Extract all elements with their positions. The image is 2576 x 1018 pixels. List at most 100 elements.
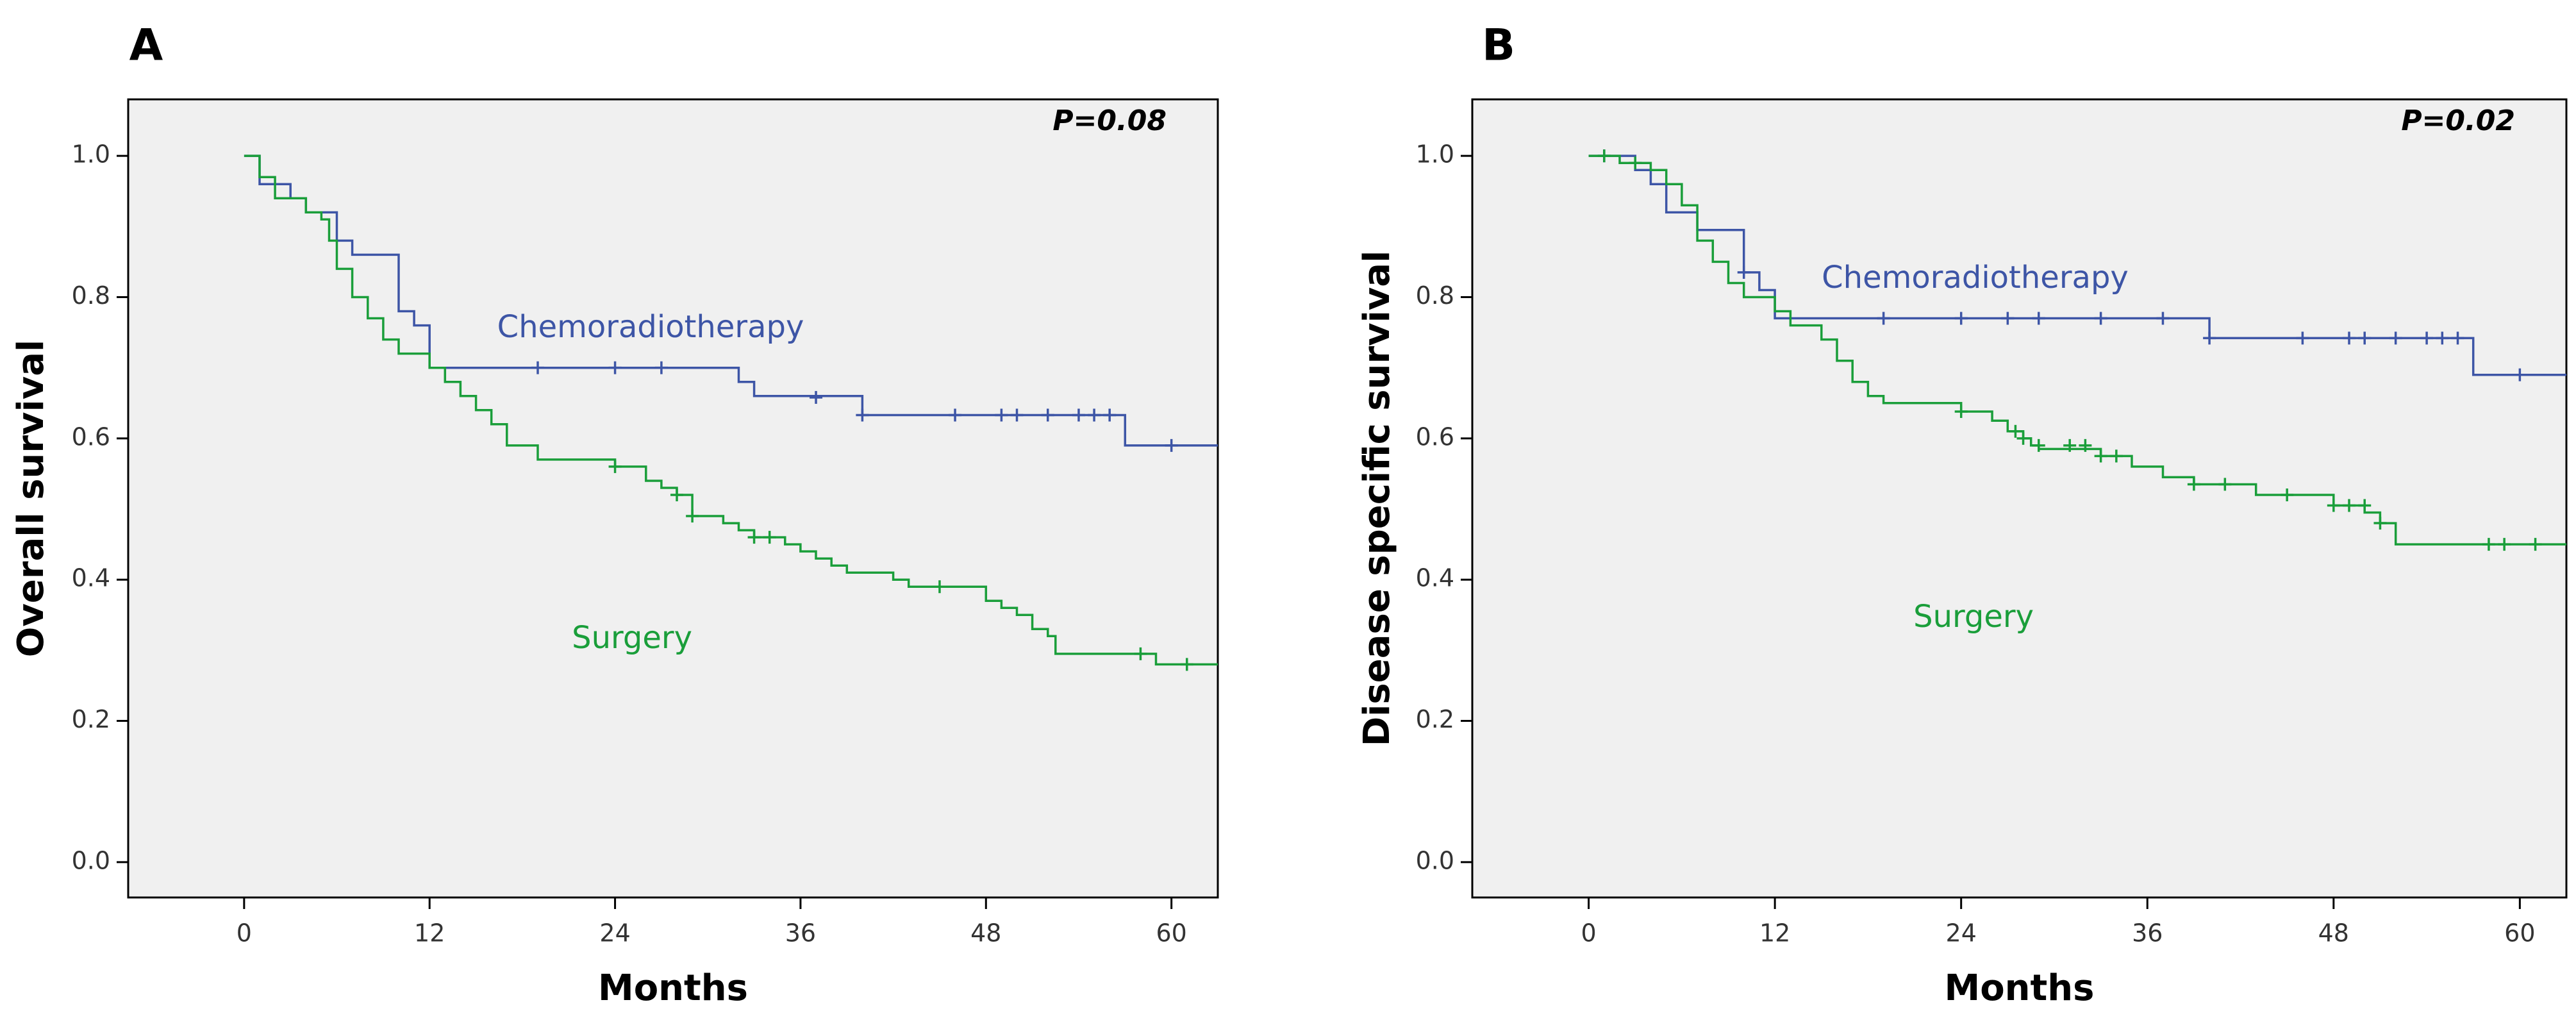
panel-a-surgery-censor-mark <box>763 531 776 544</box>
panel-a-xtick-label: 12 <box>414 919 445 947</box>
panel-a-chemoradiotherapy-censor-mark <box>1041 408 1054 422</box>
panel-a-chemoradiotherapy-censor-mark <box>810 390 823 404</box>
panel-a-ytick-label: 1.0 <box>72 140 110 169</box>
panel-a: A 0.0 0.2 0.4 0.6 0.8 1.0 0 12 24 36 48 60 Months Over… <box>10 21 1219 1009</box>
panel-b-chemoradiotherapy-censor-mark <box>2001 312 2015 325</box>
panel-b-chemoradiotherapy-censor-mark <box>2358 331 2372 345</box>
panel-a-chemoradiotherapy-censor-mark <box>949 408 962 422</box>
panel-b-ytick-label: 0.6 <box>1416 422 1454 451</box>
panel-b-surgery-censor-mark <box>2482 538 2495 551</box>
panel-a-surgery-censor-mark <box>608 460 622 473</box>
panel-a-chemoradiotherapy-censor-mark <box>608 361 622 374</box>
panel-b-chemoradiotherapy-censor-mark <box>2156 312 2170 325</box>
panel-b-surgery-censor-mark <box>1629 156 1642 170</box>
panel-b-chemoradiotherapy-censor-mark <box>2513 368 2527 381</box>
panel-a-ytick-label: 0.4 <box>72 564 110 592</box>
panel-a-surgery-censor-mark <box>1180 658 1193 671</box>
panel-a-chemoradiotherapy-censor-mark <box>1072 408 1085 422</box>
panel-b-plot-area <box>1471 98 2568 899</box>
panel-a-surgery-censor-mark <box>933 580 946 594</box>
panel-b-ytick-label: 1.0 <box>1416 140 1454 169</box>
panel-b-chemoradiotherapy-censor-mark <box>2343 331 2356 345</box>
panel-b-surgery-censor-mark <box>1954 405 1968 418</box>
panel-a-xlabel: Months <box>598 967 748 1009</box>
panel-b-surgery-curve <box>1588 154 2566 546</box>
panel-b-ytick-label: 0.0 <box>1416 846 1454 874</box>
panel-b-surgery-censor-mark <box>2079 438 2092 452</box>
panel-a-chemoradiotherapy-censor-mark <box>531 361 545 374</box>
panel-b-surgery-censor-mark <box>2016 431 2030 445</box>
panel-b-surgery-censor-mark <box>2187 478 2200 491</box>
panel-a-surgery-censor-mark <box>747 531 761 544</box>
panel-a-xtick-label: 36 <box>785 919 816 947</box>
panel-b-surgery-censor-mark <box>2327 499 2340 512</box>
panel-b-surgery-censor-mark <box>2218 478 2232 491</box>
panel-b-xtick-label: 48 <box>2318 919 2349 947</box>
panel-a-surgery-censor-mark <box>1134 647 1147 660</box>
panel-b-surgery-censor-mark <box>2109 449 2123 463</box>
panel-b-surgery-censor-mark <box>2529 538 2542 551</box>
panel-a-plot-area <box>127 98 1219 899</box>
panel-b-surgery-censor-mark <box>2032 438 2045 452</box>
panel-b-ytick-label: 0.2 <box>1416 705 1454 733</box>
panel-a-chemoradiotherapy-censor-mark <box>856 408 869 422</box>
panel-a-ytick-label: 0.8 <box>72 281 110 310</box>
panel-b-xtick-label: 0 <box>1581 919 1597 947</box>
panel-b-label-surgery: Surgery <box>1913 599 2034 635</box>
panel-a-label-surgery: Surgery <box>572 620 692 656</box>
panel-b-label-chemoradiotherapy: Chemoradiotherapy <box>1822 260 2129 296</box>
panel-b-chemoradiotherapy-censor-mark <box>2420 331 2434 345</box>
panel-b-chemoradiotherapy-censor-mark <box>2094 312 2107 325</box>
panel-b-ytick-label: 0.8 <box>1416 281 1454 310</box>
panel-b-surgery-censor-mark <box>2373 517 2387 530</box>
panel-a-ytick-label: 0.6 <box>72 422 110 451</box>
panel-b-xtick-label: 24 <box>1946 919 1977 947</box>
panel-a-letter: A <box>129 21 163 71</box>
panel-b-surgery-censor-mark <box>2358 499 2372 512</box>
panel-a-p-value: P=0.08 <box>1052 104 1167 137</box>
panel-b-surgery-censor-mark <box>2281 488 2294 501</box>
panel-b: B 0.0 0.2 0.4 0.6 0.8 1.0 0 12 24 36 48 60 Months Dise… <box>1356 21 2568 1009</box>
panel-b-xtick-label: 12 <box>1759 919 1790 947</box>
panel-a-chemoradiotherapy-censor-mark <box>995 408 1008 422</box>
panel-b-chemoradiotherapy-censor-mark <box>2203 331 2216 345</box>
panel-a-label-chemoradiotherapy: Chemoradiotherapy <box>497 309 804 345</box>
panel-b-ylabel: Disease specific survival <box>1356 251 1398 747</box>
panel-a-surgery-censor-mark <box>670 488 684 501</box>
panel-b-chemoradiotherapy-censor-mark <box>2032 312 2045 325</box>
panel-b-chemoradiotherapy-censor-mark <box>2451 331 2464 345</box>
panel-b-chemoradiotherapy-censor-mark <box>2389 331 2402 345</box>
panel-a-chemoradiotherapy-censor-mark <box>1165 438 1178 452</box>
panel-b-surgery-censor-mark <box>1597 149 1611 163</box>
panel-b-chemoradiotherapy-censor-mark <box>1737 265 1750 279</box>
panel-b-surgery-censor-mark <box>2094 449 2107 463</box>
panel-b-xtick-label: 60 <box>2504 919 2535 947</box>
panel-a-xtick-label: 60 <box>1156 919 1186 947</box>
panel-b-surgery-censor-mark <box>2063 438 2077 452</box>
panel-b-chemoradiotherapy-censor-mark <box>2436 331 2449 345</box>
panel-a-xtick-label: 0 <box>237 919 252 947</box>
panel-b-surgery-censor-mark <box>2009 424 2022 438</box>
panel-b-ytick-label: 0.4 <box>1416 564 1454 592</box>
panel-b-surgery-censor-mark <box>2343 499 2356 512</box>
panel-a-xtick-label: 48 <box>970 919 1001 947</box>
panel-b-chemoradiotherapy-censor-mark <box>1877 312 1890 325</box>
panel-b-p-value: P=0.02 <box>2401 104 2515 137</box>
panel-a-chemoradiotherapy-censor-mark <box>1088 408 1101 422</box>
panel-b-chemoradiotherapy-censor-mark <box>1954 312 1968 325</box>
panel-b-letter: B <box>1482 21 1515 71</box>
panel-a-ytick-label: 0.2 <box>72 705 110 733</box>
panel-a-surgery-censor-mark <box>686 510 699 523</box>
panel-a-chemoradiotherapy-censor-mark <box>1103 408 1117 422</box>
panel-a-xtick-label: 24 <box>599 919 630 947</box>
panel-b-surgery-censor-mark <box>2498 538 2511 551</box>
panel-a-surgery-curve <box>244 154 1218 666</box>
panel-a-ytick-label: 0.0 <box>72 846 110 874</box>
panel-a-chemoradiotherapy-censor-mark <box>1010 408 1024 422</box>
panel-a-ylabel: Overall survival <box>10 340 52 657</box>
panel-b-xlabel: Months <box>1944 967 2094 1009</box>
panel-b-chemoradiotherapy-censor-mark <box>2296 331 2309 345</box>
panel-b-xtick-label: 36 <box>2132 919 2163 947</box>
panel-a-chemoradiotherapy-censor-mark <box>654 361 668 374</box>
